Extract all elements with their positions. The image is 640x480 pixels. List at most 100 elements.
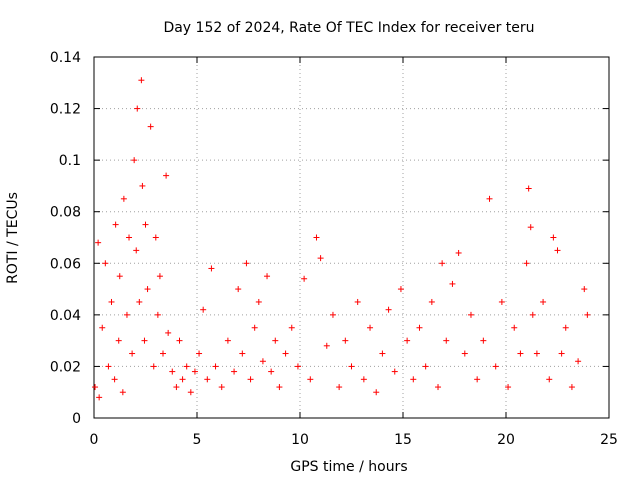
data-point [108,298,115,305]
data-point [546,376,553,383]
data-point [231,368,238,375]
y-tick-label: 0.06 [50,256,81,272]
data-point [449,280,456,287]
data-point [173,384,180,391]
data-point [105,363,112,370]
data-point [264,273,271,280]
data-point [129,350,136,357]
data-point [239,350,246,357]
data-point [134,105,141,112]
data-point [176,337,183,344]
data-point [144,286,151,293]
y-tick-label: 0.02 [50,359,81,375]
data-point [568,384,575,391]
y-tick-label: 0.14 [50,50,81,66]
data-point [243,260,250,267]
data-point [139,182,146,189]
data-point [136,298,143,305]
data-point [486,195,493,202]
data-point [467,311,474,318]
data-point [120,195,127,202]
data-point [523,260,530,267]
data-point [147,123,154,130]
data-point [533,350,540,357]
data-point [404,337,411,344]
data-point [443,337,450,344]
data-point [95,239,102,246]
data-point [255,298,262,305]
data-point [505,384,512,391]
data-point [196,350,203,357]
data-point [428,298,435,305]
data-point [373,389,380,396]
data-point [99,324,106,331]
data-point [123,311,130,318]
data-point [562,324,569,331]
data-point [317,255,324,262]
data-point [294,363,301,370]
data-point [410,376,417,383]
data-point [525,185,532,192]
data-point [150,363,157,370]
data-point [111,376,118,383]
data-point [200,306,207,313]
data-point [575,358,582,365]
data-point [554,247,561,254]
data-point [191,368,198,375]
data-point [152,234,159,241]
data-point [163,172,170,179]
data-point [558,350,565,357]
data-point [323,342,330,349]
data-point [169,368,176,375]
data-point [416,324,423,331]
data-point [276,384,283,391]
data-point [224,337,231,344]
data-point [208,265,215,272]
data-point [422,363,429,370]
data-point [247,376,254,383]
data-point [307,376,314,383]
data-point [511,324,518,331]
data-point [156,273,163,280]
data-point [141,337,148,344]
data-point [112,221,119,228]
data-point [142,221,149,228]
data-point [336,384,343,391]
data-point [126,234,133,241]
data-point [183,363,190,370]
data-point [282,350,289,357]
x-axis-label: GPS time / hours [290,459,407,475]
data-point [581,286,588,293]
tick-layer: 0 5 10 15 20 25 0 0.02 0.04 0.06 0.08 0.1 0.12 0.14 [50,50,618,448]
data-point [379,350,386,357]
data-point [268,368,275,375]
data-point [119,389,126,396]
x-tick-label: 5 [193,432,202,448]
data-point [212,363,219,370]
data-point [360,376,367,383]
data-point [529,311,536,318]
data-point [218,384,225,391]
plot-frame [93,56,610,419]
data-point [498,298,505,305]
grid-layer [94,57,609,418]
data-point [259,358,266,365]
data-point [133,247,140,254]
x-tick-label: 15 [394,432,412,448]
data-point [342,337,349,344]
data-point [492,363,499,370]
data-point [96,394,103,401]
data-point [527,224,534,231]
data-point [272,337,279,344]
y-tick-label: 0 [72,411,81,427]
data-point [313,234,320,241]
data-point [584,311,591,318]
points-layer [92,77,591,401]
data-point [461,350,468,357]
data-point [329,311,336,318]
data-point [517,350,524,357]
data-point [455,249,462,256]
